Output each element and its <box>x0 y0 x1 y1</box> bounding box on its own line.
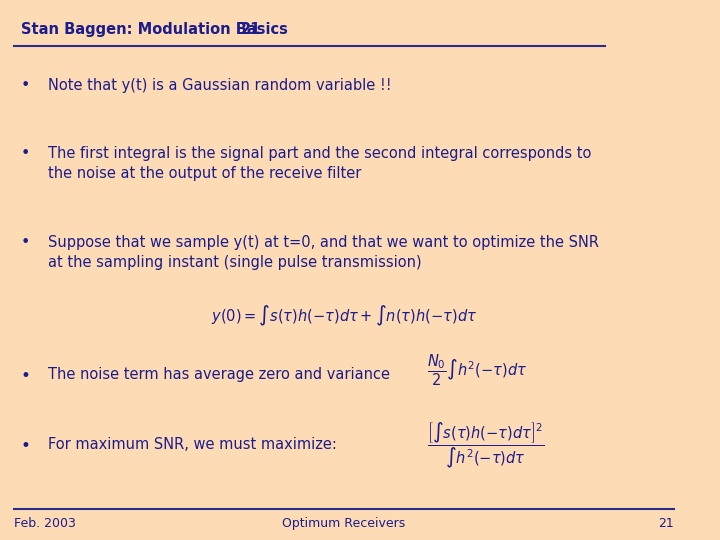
Text: $\dfrac{N_0}{2}\int h^2(-\tau)d\tau$: $\dfrac{N_0}{2}\int h^2(-\tau)d\tau$ <box>426 352 527 388</box>
Text: •: • <box>21 367 30 385</box>
Text: •: • <box>21 437 30 455</box>
Text: 21: 21 <box>658 517 674 530</box>
Text: 21: 21 <box>240 22 261 37</box>
Text: •: • <box>21 146 30 161</box>
Text: $\dfrac{\left[\int s(\tau)h(-\tau)d\tau\right]^2}{\int h^2(-\tau)d\tau}$: $\dfrac{\left[\int s(\tau)h(-\tau)d\tau\… <box>426 421 544 470</box>
Text: •: • <box>21 235 30 250</box>
Text: For maximum SNR, we must maximize:: For maximum SNR, we must maximize: <box>48 437 337 453</box>
Text: The first integral is the signal part and the second integral corresponds to
the: The first integral is the signal part an… <box>48 146 592 180</box>
Text: Feb. 2003: Feb. 2003 <box>14 517 76 530</box>
Text: The noise term has average zero and variance: The noise term has average zero and vari… <box>48 367 390 382</box>
Text: Suppose that we sample y(t) at t=0, and that we want to optimize the SNR
at the : Suppose that we sample y(t) at t=0, and … <box>48 235 599 269</box>
Text: $y(0) = \int s(\tau)h(-\tau)d\tau + \int n(\tau)h(-\tau)d\tau$: $y(0) = \int s(\tau)h(-\tau)d\tau + \int… <box>211 304 477 328</box>
Text: Stan Baggen: Modulation Basics: Stan Baggen: Modulation Basics <box>21 22 287 37</box>
Text: Note that y(t) is a Gaussian random variable !!: Note that y(t) is a Gaussian random vari… <box>48 78 392 93</box>
Text: •: • <box>21 78 30 93</box>
Text: Optimum Receivers: Optimum Receivers <box>282 517 405 530</box>
